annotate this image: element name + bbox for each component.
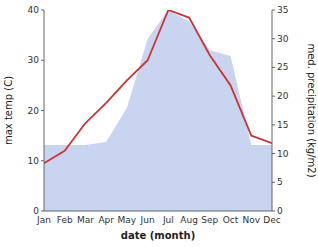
- y2-axis-label: med. precipitation (kg/m2): [306, 43, 317, 177]
- line: [44, 10, 272, 163]
- y2-tick-label: 0: [277, 206, 283, 216]
- x-tick-label: Dec: [263, 215, 280, 225]
- y2-tick-label: 30: [277, 34, 289, 44]
- y2-tick-label: 5: [277, 177, 283, 187]
- x-tick-label: Nov: [242, 215, 260, 225]
- area: [44, 10, 272, 211]
- x-tick-label: Feb: [57, 215, 73, 225]
- x-tick-label: Jul: [162, 215, 174, 225]
- x-tick-label: Sep: [201, 215, 218, 225]
- y-tick: [41, 160, 44, 161]
- x-tick-label: Jan: [36, 215, 51, 225]
- y2-tick-label: 20: [277, 91, 289, 101]
- y-tick: [41, 60, 44, 61]
- x-tick-label: Apr: [98, 215, 114, 225]
- y2-tick: [272, 38, 275, 39]
- y2-tick-label: 15: [277, 120, 288, 130]
- y2-tick: [272, 211, 275, 212]
- x-tick-label: May: [118, 215, 137, 225]
- x-tick-label: Aug: [180, 215, 198, 225]
- y2-tick: [272, 182, 275, 183]
- x-axis-line: [44, 211, 272, 212]
- y2-tick: [272, 10, 275, 11]
- x-tick-label: Jun: [140, 215, 155, 225]
- y-axis-label: max temp (C): [3, 76, 14, 145]
- y2-tick-label: 10: [277, 149, 289, 159]
- y-tick: [41, 10, 44, 11]
- y-tick-label: 0: [33, 206, 39, 216]
- chart: JanFebMarAprMayJunJulAugSepOctNovDec0102…: [0, 0, 318, 247]
- y-tick-label: 20: [28, 106, 40, 116]
- x-axis-label: date (month): [121, 230, 195, 241]
- y2-tick: [272, 67, 275, 68]
- y-tick: [41, 211, 44, 212]
- plot-area: [44, 10, 272, 211]
- x-tick-label: Mar: [77, 215, 94, 225]
- x-tick-label: Oct: [223, 215, 239, 225]
- y2-tick-label: 25: [277, 62, 288, 72]
- y-tick-label: 10: [28, 156, 40, 166]
- y2-tick: [272, 153, 275, 154]
- y2-tick: [272, 124, 275, 125]
- y-tick-label: 30: [28, 55, 40, 65]
- y-tick: [41, 110, 44, 111]
- y2-tick-label: 35: [277, 5, 288, 15]
- y-tick-label: 40: [28, 5, 40, 15]
- y2-axis-line: [272, 10, 273, 211]
- y2-tick: [272, 96, 275, 97]
